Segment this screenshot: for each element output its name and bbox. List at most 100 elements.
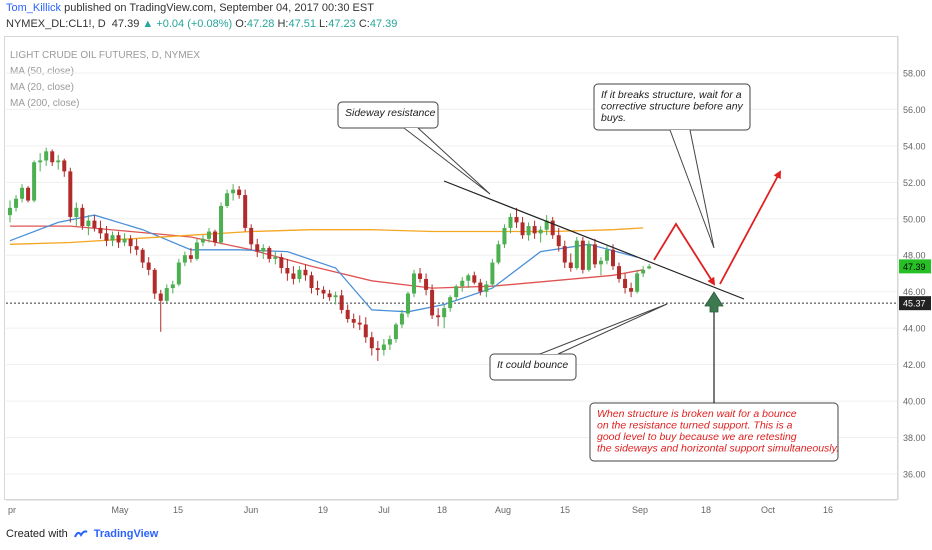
last-price-badge: [899, 259, 931, 274]
candle-body: [586, 244, 591, 270]
candle: [641, 266, 646, 278]
candle-body: [448, 297, 453, 309]
broken-callout-text: the sideways and horizontal support simu…: [597, 443, 839, 455]
bounce-callout-pointer: [539, 303, 668, 355]
candle-body: [134, 246, 139, 250]
x-tick-label: Oct: [761, 505, 776, 515]
candle: [333, 291, 338, 305]
up-arrow-icon: ▲: [142, 18, 154, 30]
legend-ma50: MA (50, close): [10, 66, 74, 77]
last-price: 47.39: [111, 18, 140, 30]
resistance-trendline: [443, 180, 745, 300]
candle: [508, 213, 513, 234]
y-axis: 36.00 38.00 40.00 42.00 44.00 46.00 48.00 50.00…: [897, 36, 931, 500]
symbol-line: NYMEX_DL:CL1!, D 47.39 ▲ +0.04 (+0.08%) …: [6, 18, 397, 30]
candle-body: [424, 278, 429, 290]
candle: [339, 289, 344, 314]
candle-body: [641, 269, 646, 274]
candle-body: [544, 220, 549, 230]
candle: [454, 284, 459, 301]
candle: [20, 184, 25, 203]
candle-body: [514, 216, 519, 223]
candle-body: [538, 229, 543, 234]
broken-callout: When structure is broken wait for a boun…: [589, 402, 839, 462]
candle-body: [158, 293, 163, 301]
candle-body: [38, 160, 43, 163]
legend-title: LIGHT CRUDE OIL FUTURES, D, NYMEX: [10, 50, 201, 61]
tradingview-brand[interactable]: TradingView: [93, 528, 159, 540]
y-tick-label: 52.00: [903, 178, 926, 188]
broken-callout-text: When structure is broken wait for a boun…: [597, 408, 797, 420]
candle: [351, 313, 356, 329]
candle: [562, 240, 567, 269]
candle-body: [532, 226, 537, 234]
candle: [92, 215, 97, 232]
candle: [285, 258, 290, 281]
candle-body: [484, 284, 489, 292]
candle: [231, 184, 236, 201]
candle: [490, 258, 495, 287]
candle: [526, 222, 531, 241]
candle-body: [315, 288, 320, 290]
candle: [116, 231, 121, 248]
candle: [249, 224, 254, 250]
candle: [592, 238, 597, 269]
candle: [104, 226, 109, 247]
x-tick-label: 15: [173, 505, 183, 515]
candle: [44, 147, 49, 166]
candle-body: [562, 246, 567, 263]
candle-body: [502, 227, 507, 245]
candle-body: [225, 193, 230, 207]
broken-callout-text: on the resistance turned support. This i…: [597, 420, 793, 432]
candle: [617, 262, 622, 283]
candle-body: [188, 255, 193, 259]
candle-body: [32, 162, 37, 201]
breaks-callout-text: buys.: [601, 112, 626, 124]
candle: [436, 308, 441, 327]
candle: [412, 269, 417, 298]
candle: [176, 258, 181, 287]
projection-arrow-up: [719, 170, 781, 285]
candle: [598, 257, 603, 276]
candle: [568, 253, 573, 272]
candle-body: [430, 289, 435, 316]
candle-body: [110, 235, 115, 241]
candle: [291, 266, 296, 285]
candle-body: [466, 275, 471, 281]
x-tick-label: Sep: [632, 505, 648, 515]
candle-body: [231, 189, 236, 194]
candle-body: [255, 244, 260, 252]
candle-body: [490, 262, 495, 285]
candle-body: [104, 233, 109, 241]
x-tick-label: 18: [701, 505, 711, 515]
candle-body: [418, 273, 423, 279]
candle: [152, 268, 157, 299]
y-tick-label: 48.00: [903, 251, 926, 261]
candle-body: [68, 171, 73, 217]
candle: [448, 295, 453, 312]
candle: [574, 237, 579, 270]
candle: [50, 149, 55, 166]
candle: [194, 238, 199, 261]
candle: [604, 246, 609, 265]
candle: [321, 286, 326, 299]
candle-body: [321, 289, 326, 294]
candle-body: [333, 295, 338, 298]
annotations: Sideway resistance If it breaks structure…: [337, 83, 839, 462]
candle: [261, 244, 266, 259]
candle-body: [62, 160, 67, 172]
candle: [472, 271, 477, 285]
author-link[interactable]: Tom_Killick: [6, 2, 62, 14]
candle-body: [412, 273, 417, 294]
breaks-callout-text: If it breaks structure, wait for a: [601, 89, 742, 101]
candle-body: [574, 240, 579, 269]
candle-body: [273, 257, 278, 259]
candle-body: [249, 227, 254, 245]
candle-body: [194, 242, 199, 259]
candle-body: [74, 207, 79, 217]
candle: [158, 289, 163, 332]
candle: [140, 247, 145, 269]
projection-arrow-down: [653, 222, 716, 286]
candle: [267, 246, 272, 263]
